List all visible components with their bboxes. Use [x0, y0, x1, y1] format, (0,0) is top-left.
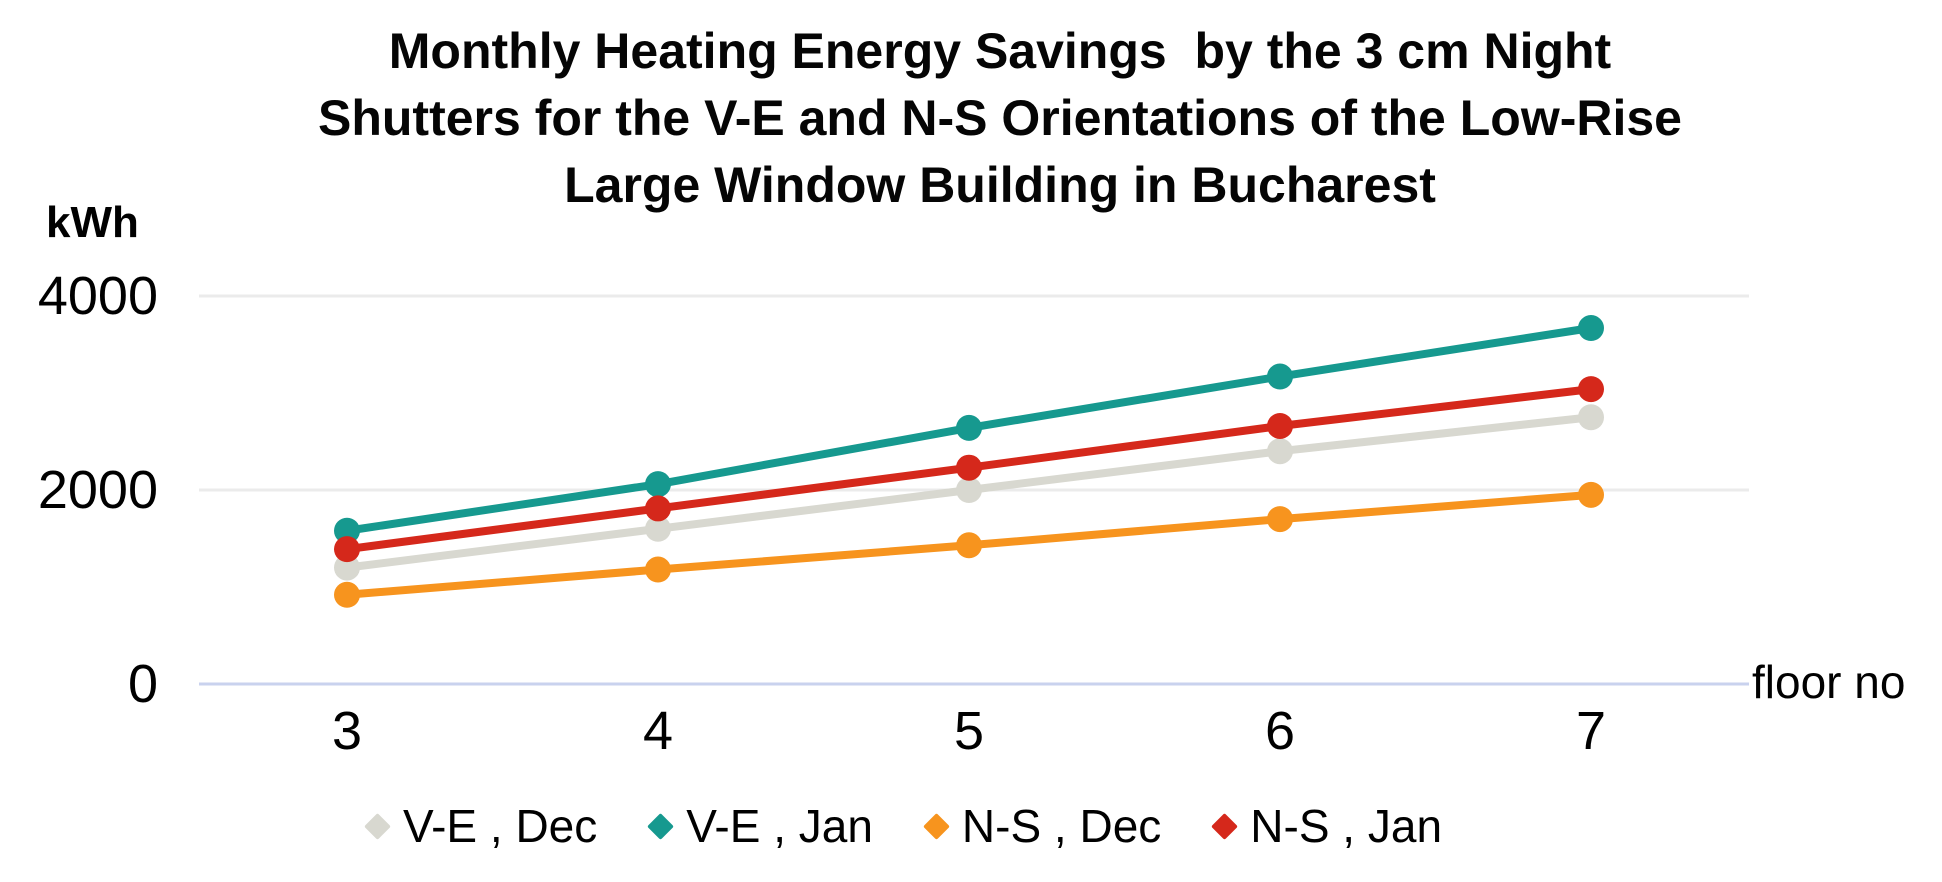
x-tick-4: 4: [642, 701, 674, 761]
data-point-marker: [334, 581, 360, 608]
legend-item-ve-jan: V-E , Jan: [647, 799, 873, 853]
chart-title: Monthly Heating Energy Savings by the 3 …: [120, 18, 1880, 219]
data-point-marker: [1267, 506, 1293, 533]
data-point-marker: [1578, 376, 1604, 403]
x-axis-label: floor no: [1752, 656, 1906, 708]
data-point-marker: [645, 495, 671, 522]
x-tick-5: 5: [953, 701, 985, 761]
data-point-marker: [1578, 481, 1604, 508]
chart-title-line-1: Monthly Heating Energy Savings by the 3 …: [388, 23, 1612, 79]
chart-legend: V-E , Dec V-E , Jan N-S , Dec N-S , Jan: [0, 799, 1810, 853]
chart-title-line-2: Shutters for the V-E and N-S Orientation…: [318, 90, 1682, 146]
y-tick-0: 0: [127, 654, 158, 714]
data-point-marker: [334, 517, 360, 544]
data-point-marker: [956, 477, 982, 503]
x-tick-7: 7: [1575, 701, 1607, 761]
legend-label: N-S , Dec: [961, 800, 1162, 852]
data-point-marker: [1267, 412, 1293, 439]
diamond-marker-icon: [1211, 812, 1239, 840]
data-point-marker: [1267, 363, 1293, 390]
chart-title-line-3: Large Window Building in Bucharest: [564, 157, 1436, 213]
y-tick-4000: 4000: [37, 266, 158, 326]
diamond-marker-icon: [647, 812, 675, 840]
diamond-marker-icon: [364, 812, 391, 840]
y-tick-2000: 2000: [37, 460, 158, 520]
data-point-marker: [1578, 315, 1604, 342]
data-point-marker: [956, 454, 982, 481]
legend-label: V-E , Dec: [402, 800, 598, 852]
legend-item-ns-dec: N-S , Dec: [922, 799, 1162, 853]
y-axis-unit-label: kWh: [46, 198, 139, 247]
diamond-marker-icon: [922, 812, 950, 840]
data-point-marker: [334, 554, 360, 581]
legend-label: V-E , Jan: [686, 800, 873, 852]
x-tick-6: 6: [1264, 701, 1296, 761]
data-point-marker: [334, 536, 360, 563]
data-point-marker: [956, 532, 982, 559]
data-point-marker: [645, 556, 671, 583]
data-point-marker: [645, 471, 671, 498]
x-tick-3: 3: [331, 701, 363, 761]
legend-item-ns-jan: N-S , Jan: [1211, 799, 1443, 853]
data-point-marker: [956, 414, 982, 441]
data-point-marker: [1578, 404, 1604, 431]
data-point-marker: [1267, 438, 1293, 465]
data-point-marker: [645, 515, 671, 542]
legend-item-ve-dec: V-E , Dec: [364, 799, 598, 853]
legend-label: N-S , Jan: [1250, 800, 1443, 852]
